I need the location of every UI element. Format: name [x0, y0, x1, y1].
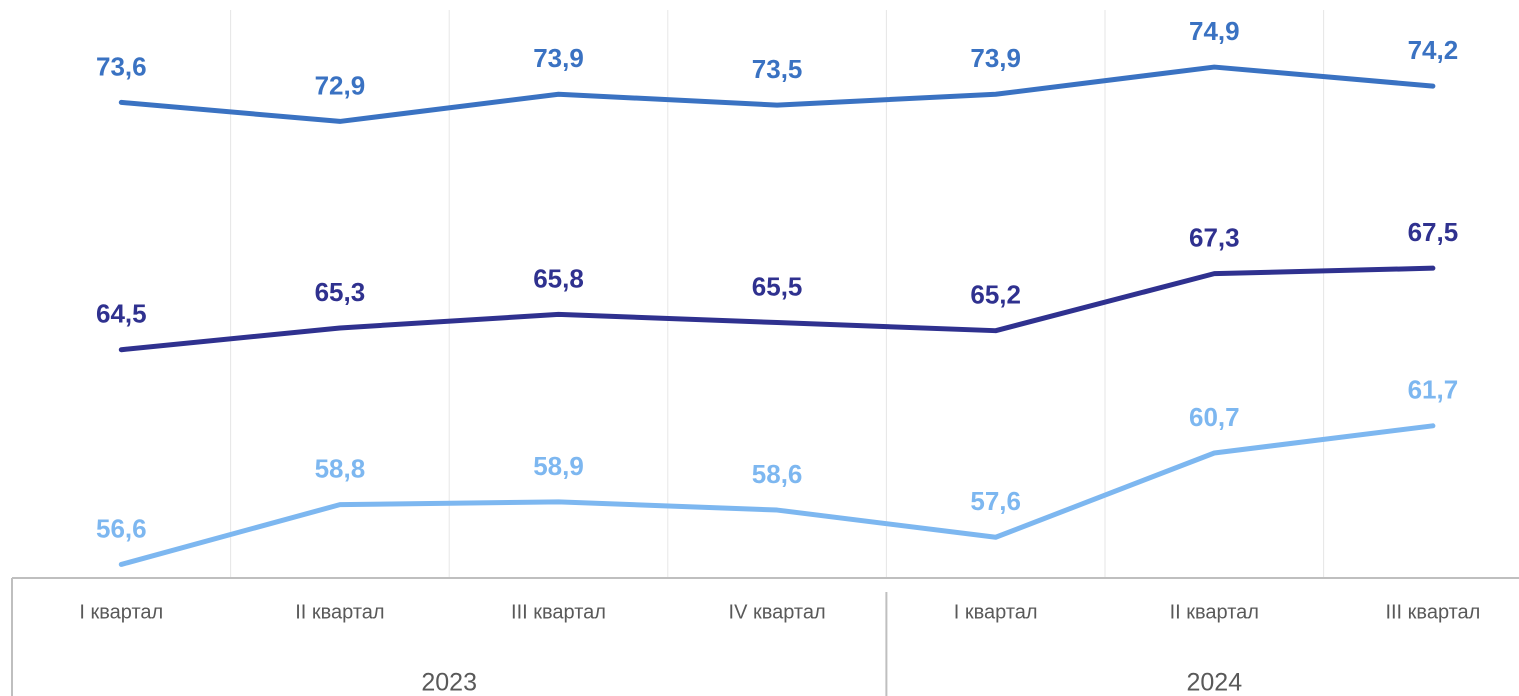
data-label: 58,6: [752, 459, 803, 489]
data-label: 73,6: [96, 51, 147, 81]
data-label: 74,2: [1408, 35, 1459, 65]
x-tick-label: III квартал: [1385, 601, 1480, 623]
series-line: [118, 423, 1436, 567]
x-tick-label: II квартал: [295, 601, 384, 623]
data-label: 58,9: [533, 451, 584, 481]
data-label: 64,5: [96, 299, 147, 329]
x-tick-label: I квартал: [79, 601, 163, 623]
data-label: 57,6: [970, 486, 1021, 516]
data-label: 65,8: [533, 263, 584, 293]
data-label: 73,5: [752, 54, 803, 84]
data-label: 72,9: [315, 70, 366, 100]
group-label: 2023: [421, 669, 477, 696]
data-label: 74,9: [1189, 16, 1240, 46]
x-tick-label: II квартал: [1170, 601, 1259, 623]
series-line: [118, 64, 1436, 124]
data-label: 56,6: [96, 513, 147, 543]
x-tick-label: III квартал: [511, 601, 606, 623]
data-label: 67,3: [1189, 222, 1240, 252]
x-tick-label: IV квартал: [729, 601, 826, 623]
data-label: 65,2: [970, 280, 1021, 310]
data-label: 65,5: [752, 271, 803, 301]
group-label: 2024: [1186, 669, 1242, 696]
x-tick-label: I квартал: [954, 601, 1038, 623]
series-line: [118, 265, 1436, 353]
data-label: 67,5: [1408, 217, 1459, 247]
data-label: 58,8: [315, 453, 366, 483]
data-label: 60,7: [1189, 402, 1240, 432]
data-label: 65,3: [315, 277, 366, 307]
data-label: 73,9: [970, 43, 1021, 73]
data-label: 61,7: [1408, 375, 1459, 405]
data-label: 73,9: [533, 43, 584, 73]
